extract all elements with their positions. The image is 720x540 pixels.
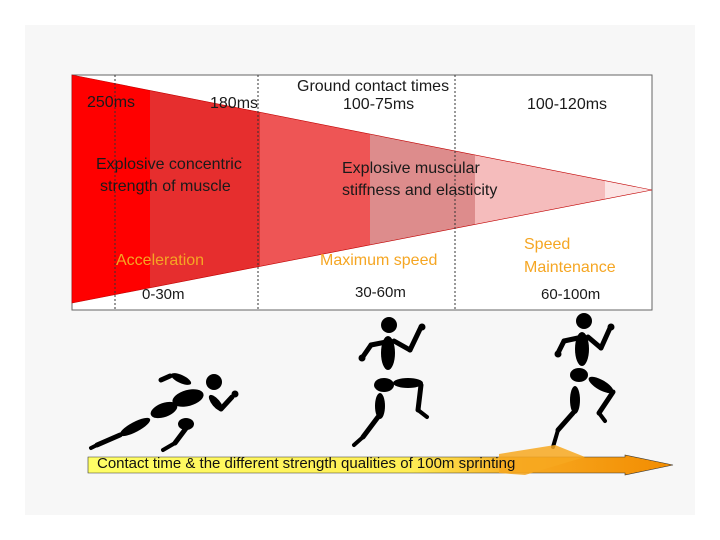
distance-0-30m: 0-30m: [142, 286, 185, 303]
contact-time-250ms: 250ms: [87, 94, 136, 111]
wedge-zone-2: [150, 75, 260, 303]
ground-contact-title: Ground contact times: [297, 78, 450, 95]
phase-acceleration: Acceleration: [116, 252, 205, 269]
quality-concentric-line-2: strength of muscle: [100, 178, 231, 195]
diagram-canvas: [71, 74, 674, 476]
phase-speed-line-1: Speed: [524, 236, 571, 253]
wedge-zone-1: [72, 75, 150, 303]
contact-time-180ms: 180ms: [210, 95, 259, 112]
distance-60-100m: 60-100m: [541, 286, 601, 303]
caption-arrow-flare: [499, 445, 585, 475]
phase-speed-line-2: Maintenance: [524, 259, 616, 276]
distance-30-60m: 30-60m: [355, 284, 406, 301]
phase-maximum-speed: Maximum speed: [320, 252, 438, 269]
sprinter-maintenance-figure: [551, 313, 616, 449]
sprinter-start-figure: [89, 373, 239, 452]
contact-time-100-75ms: 100-75ms: [343, 96, 415, 113]
quality-stiffness-line-1: Explosive muscular: [342, 160, 480, 177]
sprinter-max-speed-figure: [352, 317, 429, 447]
caption-text: Contact time & the different strength qu…: [97, 455, 516, 472]
wedge-outline: [71, 74, 653, 304]
quality-concentric-line-1: Explosive concentric: [96, 156, 242, 173]
quality-stiffness-line-2: stiffness and elasticity: [342, 182, 498, 199]
contact-time-100-120ms: 100-120ms: [527, 96, 608, 113]
slide-background: Ground contact times 250ms 180ms 100-75m…: [25, 25, 695, 515]
